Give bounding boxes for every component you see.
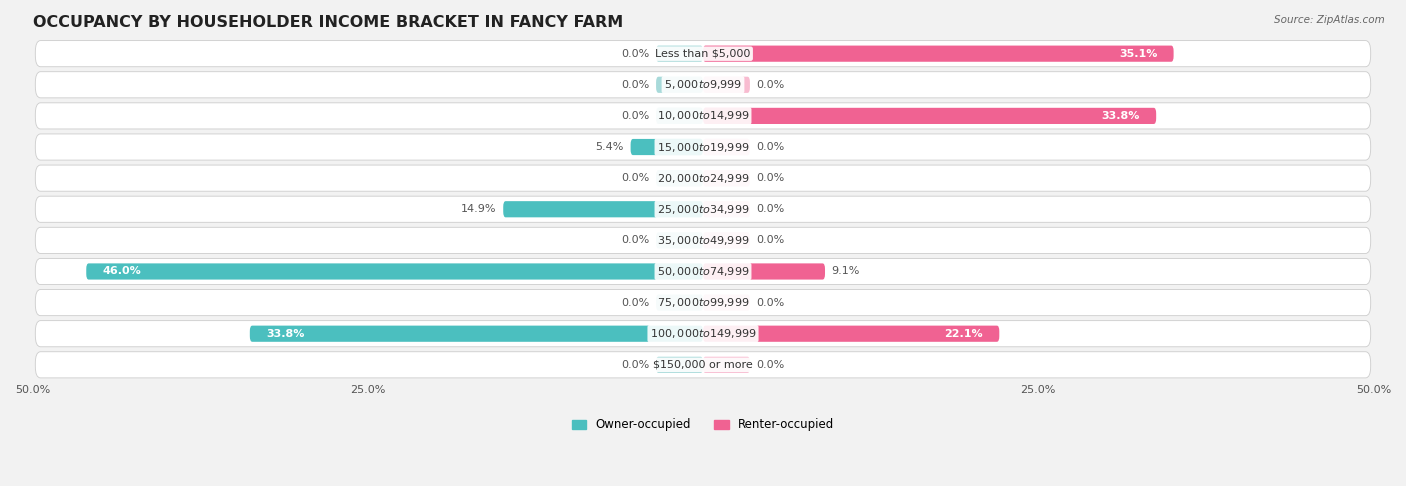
Text: $100,000 to $149,999: $100,000 to $149,999 (650, 327, 756, 340)
FancyBboxPatch shape (35, 227, 1371, 253)
FancyBboxPatch shape (657, 170, 703, 186)
Text: $75,000 to $99,999: $75,000 to $99,999 (657, 296, 749, 309)
Text: $35,000 to $49,999: $35,000 to $49,999 (657, 234, 749, 247)
FancyBboxPatch shape (35, 72, 1371, 98)
Text: 0.0%: 0.0% (756, 235, 785, 245)
Text: 0.0%: 0.0% (756, 173, 785, 183)
FancyBboxPatch shape (703, 46, 1174, 62)
Legend: Owner-occupied, Renter-occupied: Owner-occupied, Renter-occupied (567, 414, 839, 436)
Text: 0.0%: 0.0% (621, 297, 650, 308)
Text: 9.1%: 9.1% (832, 266, 860, 277)
Text: 33.8%: 33.8% (266, 329, 304, 339)
Text: 35.1%: 35.1% (1119, 49, 1157, 59)
FancyBboxPatch shape (86, 263, 703, 279)
Text: 0.0%: 0.0% (621, 173, 650, 183)
FancyBboxPatch shape (503, 201, 703, 217)
Text: 5.4%: 5.4% (596, 142, 624, 152)
FancyBboxPatch shape (657, 232, 703, 248)
Text: 0.0%: 0.0% (756, 80, 785, 90)
Text: Less than $5,000: Less than $5,000 (655, 49, 751, 59)
FancyBboxPatch shape (35, 41, 1371, 67)
Text: 0.0%: 0.0% (621, 111, 650, 121)
Text: 0.0%: 0.0% (756, 204, 785, 214)
FancyBboxPatch shape (703, 108, 1156, 124)
FancyBboxPatch shape (657, 357, 703, 373)
FancyBboxPatch shape (35, 103, 1371, 129)
FancyBboxPatch shape (657, 46, 703, 62)
FancyBboxPatch shape (703, 201, 749, 217)
FancyBboxPatch shape (703, 139, 749, 155)
Text: 0.0%: 0.0% (756, 360, 785, 370)
FancyBboxPatch shape (250, 326, 703, 342)
Text: 0.0%: 0.0% (756, 142, 785, 152)
Text: $10,000 to $14,999: $10,000 to $14,999 (657, 109, 749, 122)
Text: Source: ZipAtlas.com: Source: ZipAtlas.com (1274, 15, 1385, 25)
Text: 0.0%: 0.0% (756, 297, 785, 308)
Text: $5,000 to $9,999: $5,000 to $9,999 (664, 78, 742, 91)
FancyBboxPatch shape (35, 321, 1371, 347)
FancyBboxPatch shape (703, 232, 749, 248)
Text: 22.1%: 22.1% (945, 329, 983, 339)
Text: 0.0%: 0.0% (621, 80, 650, 90)
Text: 0.0%: 0.0% (621, 235, 650, 245)
Text: 0.0%: 0.0% (621, 360, 650, 370)
Text: 46.0%: 46.0% (103, 266, 141, 277)
Text: 0.0%: 0.0% (621, 49, 650, 59)
FancyBboxPatch shape (703, 170, 749, 186)
FancyBboxPatch shape (703, 326, 1000, 342)
FancyBboxPatch shape (35, 134, 1371, 160)
FancyBboxPatch shape (657, 77, 703, 93)
FancyBboxPatch shape (631, 139, 703, 155)
Text: OCCUPANCY BY HOUSEHOLDER INCOME BRACKET IN FANCY FARM: OCCUPANCY BY HOUSEHOLDER INCOME BRACKET … (32, 15, 623, 30)
FancyBboxPatch shape (703, 357, 749, 373)
Text: $15,000 to $19,999: $15,000 to $19,999 (657, 140, 749, 154)
FancyBboxPatch shape (35, 196, 1371, 222)
FancyBboxPatch shape (35, 352, 1371, 378)
Text: $50,000 to $74,999: $50,000 to $74,999 (657, 265, 749, 278)
Text: 14.9%: 14.9% (461, 204, 496, 214)
FancyBboxPatch shape (35, 259, 1371, 284)
Text: $25,000 to $34,999: $25,000 to $34,999 (657, 203, 749, 216)
Text: $20,000 to $24,999: $20,000 to $24,999 (657, 172, 749, 185)
Text: $150,000 or more: $150,000 or more (654, 360, 752, 370)
FancyBboxPatch shape (703, 77, 749, 93)
FancyBboxPatch shape (35, 290, 1371, 316)
FancyBboxPatch shape (703, 295, 749, 311)
FancyBboxPatch shape (35, 165, 1371, 191)
FancyBboxPatch shape (657, 295, 703, 311)
FancyBboxPatch shape (703, 263, 825, 279)
Text: 33.8%: 33.8% (1102, 111, 1140, 121)
FancyBboxPatch shape (657, 108, 703, 124)
